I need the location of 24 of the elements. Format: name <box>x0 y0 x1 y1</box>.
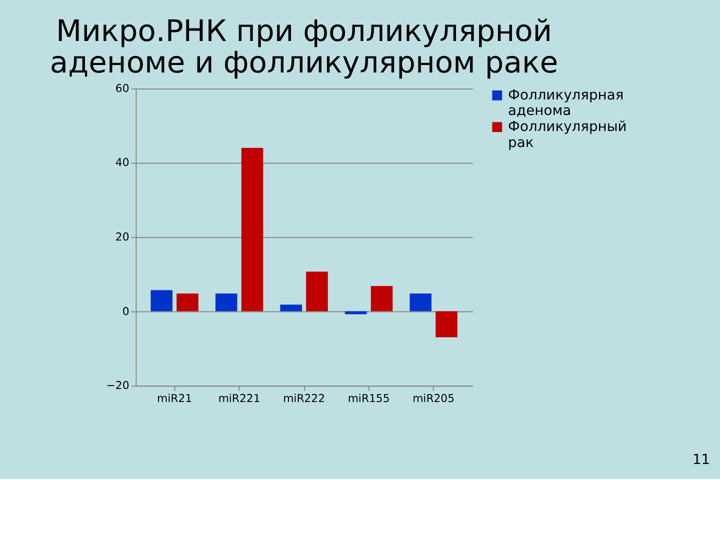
bar <box>215 293 238 312</box>
y-tick-label: 20 <box>115 230 130 244</box>
text: Микро.РНК при фолликулярной <box>56 14 552 49</box>
legend-label: Фолликулярный рак <box>508 119 627 151</box>
bar <box>241 148 264 312</box>
y-tick-label: −20 <box>106 379 130 392</box>
x-tick-label: miR205 <box>412 392 455 405</box>
y-tick-label: 0 <box>122 304 130 318</box>
legend-label: Фолликулярная аденома <box>508 87 624 120</box>
bar <box>344 311 367 314</box>
bar <box>176 293 198 312</box>
x-tick-label: miR222 <box>283 392 326 405</box>
bar <box>306 272 328 312</box>
bar <box>410 293 432 312</box>
bar <box>150 290 172 312</box>
x-tick-label: miR221 <box>218 392 260 405</box>
text: 11 <box>692 452 710 468</box>
x-tick-label: miR21 <box>157 392 192 405</box>
x-tick-label: miR155 <box>348 392 390 405</box>
y-tick-label: 40 <box>115 156 130 170</box>
y-tick-label: 60 <box>115 82 130 95</box>
bar <box>436 311 458 338</box>
bar <box>370 286 393 312</box>
bar <box>280 304 302 312</box>
